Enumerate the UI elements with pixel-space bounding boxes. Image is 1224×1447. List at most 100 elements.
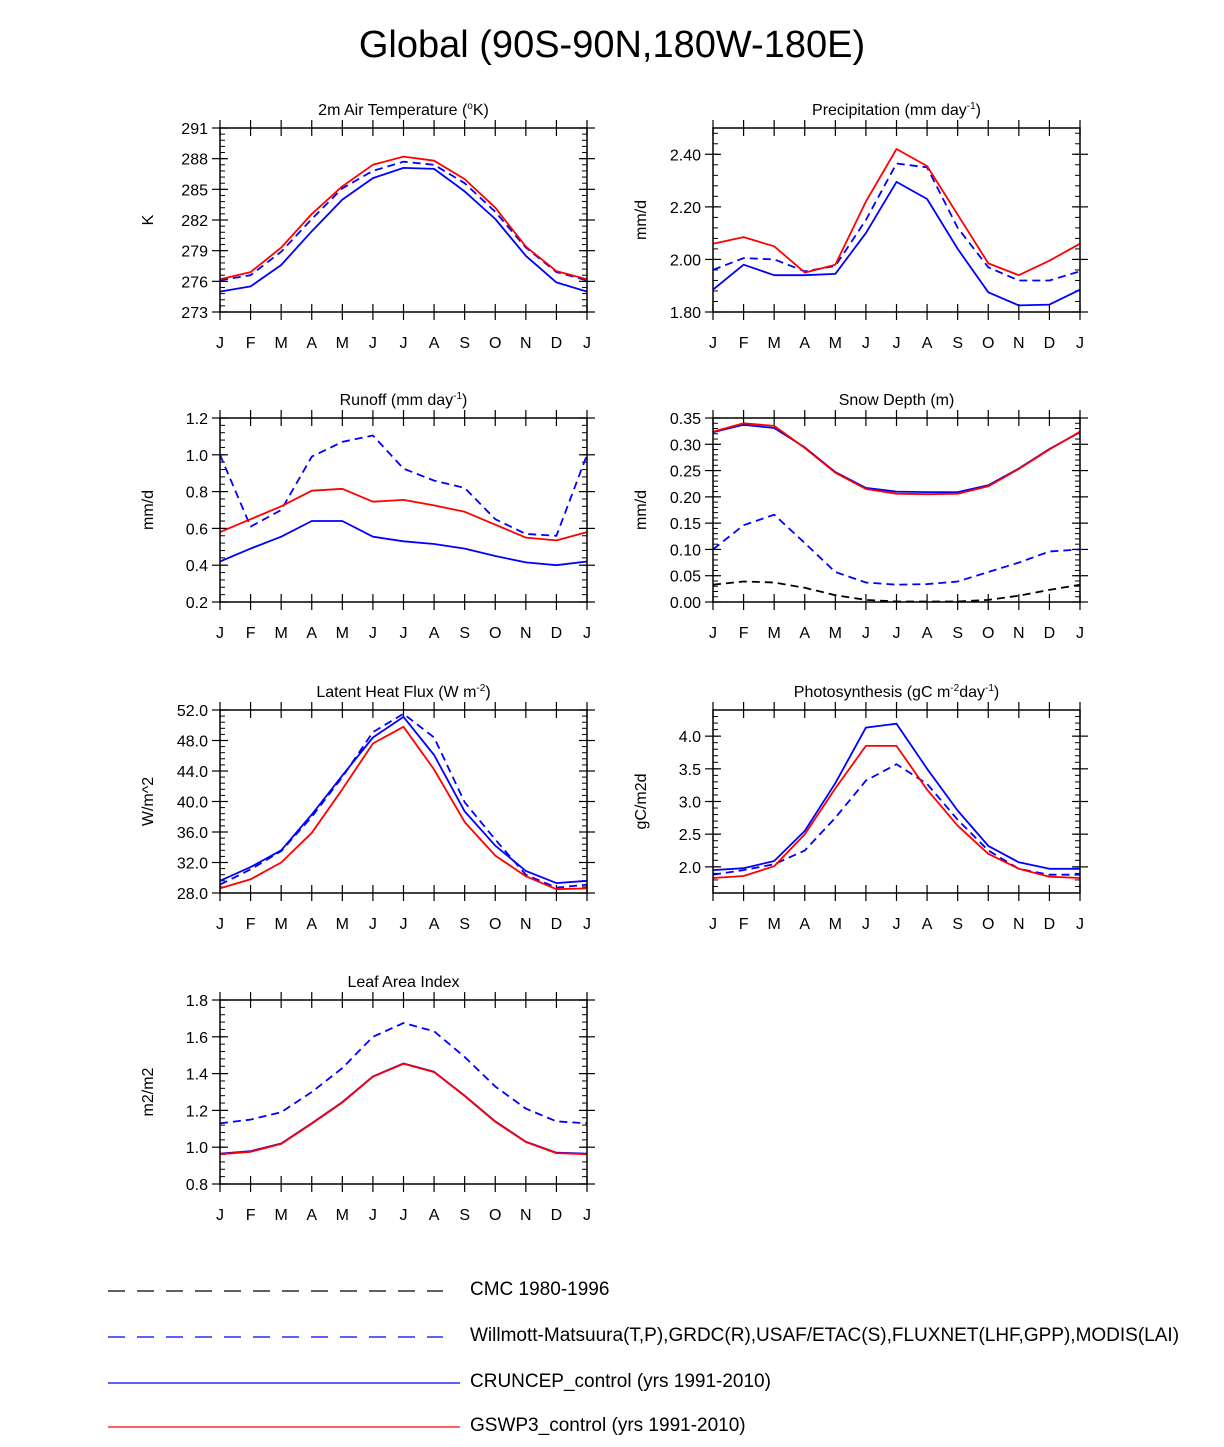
plot-frame	[712, 127, 1081, 313]
series-line-cruncep	[712, 180, 1081, 307]
x-tick-label: M	[336, 335, 349, 352]
x-tick-label: D	[551, 1207, 563, 1224]
series-line-obs	[712, 763, 1080, 876]
series-line-cruncep	[712, 423, 1081, 494]
x-tick-label: M	[336, 1207, 349, 1224]
panel-title-superscript: -1	[985, 683, 994, 694]
y-tick-label: 2.0	[679, 860, 701, 877]
series-line-gswp3	[712, 148, 1081, 277]
x-tick-label: J	[216, 335, 224, 352]
y-tick-label: 0.2	[186, 595, 208, 612]
y-tick-label: 285	[181, 182, 208, 199]
x-tick-label: O	[489, 916, 501, 933]
series-line-obs	[219, 434, 588, 537]
x-tick-label: J	[893, 335, 901, 352]
panel-title: Runoff (mm day-1)	[340, 391, 468, 409]
plot-frame	[219, 417, 588, 603]
y-tick-label: 1.0	[186, 448, 208, 465]
x-tick-label: D	[1044, 916, 1056, 933]
x-tick-label: J	[583, 916, 591, 933]
series-line-obs	[219, 160, 588, 282]
legend-label-cmc: CMC 1980-1996	[470, 1279, 610, 1300]
x-tick-label: J	[583, 625, 591, 642]
panel-title-text: Leaf Area Index	[347, 974, 459, 991]
series-line-obs	[219, 1022, 588, 1125]
x-tick-label: F	[246, 335, 256, 352]
panel-0: 2m Air Temperature (oK) K 273 276 279 282 285 2…	[140, 101, 595, 352]
panel-2: Runoff (mm day-1) mm/d 0.2 0.4 0.6 0.8 1.0 1.2 J…	[140, 391, 595, 642]
x-tick-label: S	[459, 335, 470, 352]
x-tick-label: O	[982, 335, 994, 352]
panel-title-superscript: -1	[967, 101, 976, 112]
x-tick-label: J	[216, 916, 224, 933]
panel-title-text: )	[994, 684, 999, 701]
x-tick-label: J	[1076, 625, 1084, 642]
panel-5: Photosynthesis (gC m-2day-1) gC/m2d 2.0 2.5…	[633, 683, 1088, 933]
y-tick-label: 2.40	[670, 147, 701, 164]
x-tick-label: A	[922, 335, 933, 352]
panel-title-superscript: o	[467, 101, 473, 112]
panel-title-text: Precipitation (mm day	[812, 102, 967, 119]
y-tick-label: 3.5	[679, 762, 701, 779]
y-tick-label: 0.8	[186, 485, 208, 502]
legend-label-obs: Willmott-Matsuura(T,P),GRDC(R),USAF/ETAC…	[470, 1325, 1180, 1346]
x-tick-label: S	[952, 625, 963, 642]
series-line-cruncep	[219, 520, 588, 567]
panel-title-superscript: -2	[950, 683, 959, 694]
panel-title-text: Latent Heat Flux (W m	[316, 684, 476, 701]
y-tick-label: 36.0	[177, 825, 208, 842]
y-axis-label: mm/d	[633, 200, 650, 240]
y-tick-label: 1.2	[186, 1103, 208, 1120]
series-line-gswp3	[712, 745, 1081, 879]
x-tick-label: N	[1013, 916, 1025, 933]
panel-title-superscript: -2	[476, 683, 485, 694]
panel-title-text: Photosynthesis (gC m	[794, 684, 951, 701]
x-tick-label: J	[369, 625, 377, 642]
plot-frame	[219, 709, 588, 894]
x-tick-label: J	[369, 335, 377, 352]
x-tick-label: M	[275, 335, 288, 352]
y-tick-label: 4.0	[679, 729, 701, 746]
series-line-cruncep	[219, 1062, 588, 1155]
x-tick-label: A	[922, 625, 933, 642]
panel-title-text: K)	[473, 102, 489, 119]
x-tick-label: D	[1044, 625, 1056, 642]
y-tick-label: 1.2	[186, 411, 208, 428]
y-tick-label: 2.20	[670, 200, 701, 217]
panel-6: Leaf Area Index m2/m2 0.8 1.0 1.2 1.4 1.6 1.8 J F…	[140, 974, 595, 1224]
legend-item-obs: Willmott-Matsuura(T,P),GRDC(R),USAF/ETAC…	[0, 1317, 1224, 1357]
y-tick-label: 291	[181, 121, 208, 138]
x-tick-label: S	[952, 916, 963, 933]
y-axis-label: K	[140, 214, 157, 225]
x-tick-label: J	[1076, 916, 1084, 933]
x-tick-label: J	[709, 916, 717, 933]
y-tick-label: 1.4	[186, 1067, 208, 1084]
plot-frame	[712, 709, 1081, 894]
x-tick-label: J	[893, 625, 901, 642]
x-tick-label: A	[799, 335, 810, 352]
x-tick-label: J	[862, 335, 870, 352]
y-tick-label: 0.4	[186, 558, 208, 575]
panel-title-text: day	[959, 684, 985, 701]
x-tick-label: M	[275, 625, 288, 642]
y-tick-label: 288	[181, 152, 208, 169]
series-line-gswp3	[219, 155, 588, 281]
series-line-gswp3	[219, 725, 588, 891]
x-tick-label: F	[739, 916, 749, 933]
y-tick-label: 0.00	[670, 595, 701, 612]
chart-figure: 2m Air Temperature (oK) K 273 276 279 282 285 2…	[140, 101, 1088, 1224]
x-tick-label: J	[893, 916, 901, 933]
panel-3: Snow Depth (m) mm/d 0.00 0.05 0.10 0.15 0.20 0.…	[633, 392, 1088, 642]
x-tick-label: F	[246, 916, 256, 933]
x-tick-label: D	[551, 335, 563, 352]
legend: CMC 1980-1996 Willmott-Matsuura(T,P),GRD…	[0, 1265, 1224, 1447]
panel-4: Latent Heat Flux (W m-2) W/m^2 28.0 32.0 36.…	[140, 683, 595, 933]
figure-title: Global (90S-90N,180W-180E)	[358, 24, 866, 66]
legend-item-cruncep: CRUNCEP_control (yrs 1991-2010)	[0, 1363, 1224, 1403]
plot-frame	[712, 417, 1081, 603]
x-tick-label: O	[982, 916, 994, 933]
x-tick-label: O	[489, 335, 501, 352]
x-tick-label: J	[216, 1207, 224, 1224]
y-tick-label: 1.80	[670, 305, 701, 322]
panel-title-text: )	[462, 392, 467, 409]
